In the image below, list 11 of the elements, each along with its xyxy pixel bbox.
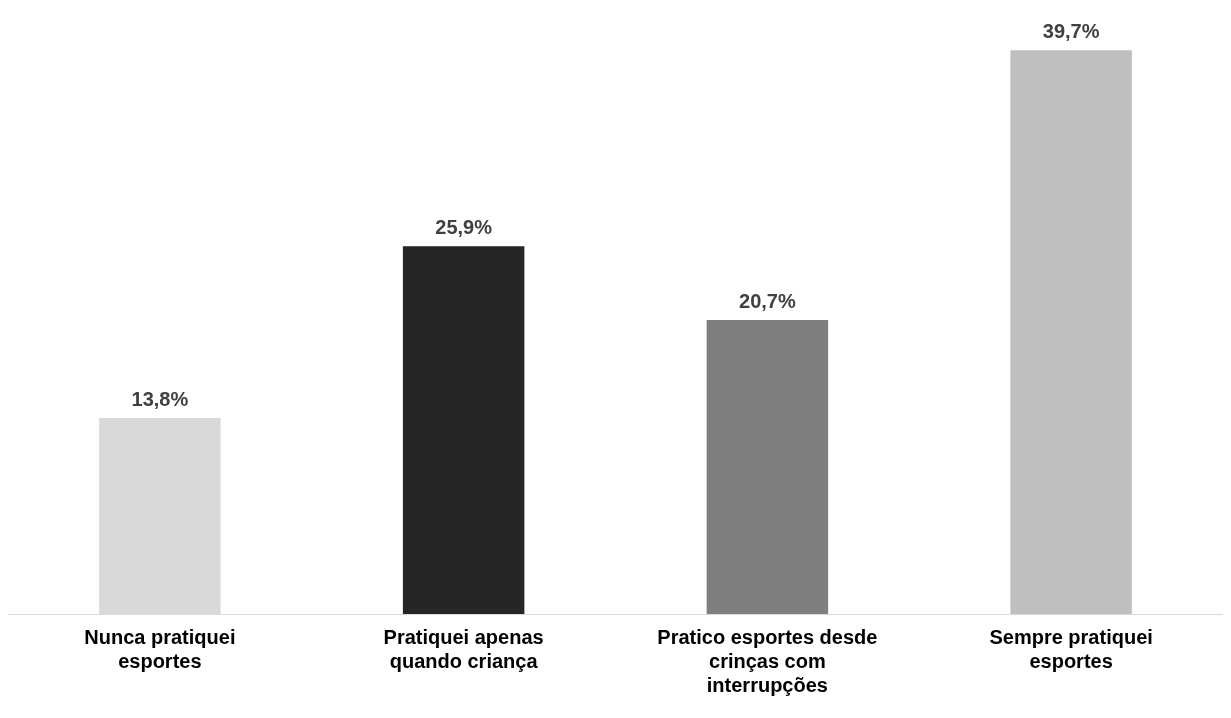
x-tick-label: Pratiquei apenas quando criança: [383, 625, 544, 672]
x-tick-label: Pratico esportes desde crinças com interrupções: [657, 625, 878, 696]
x-tick-label: Nunca pratiquei esportes: [84, 625, 236, 672]
x-tick-label: Sempre pratiquei esportes: [989, 625, 1153, 672]
data-label: 13,8%: [131, 387, 189, 410]
bar: [402, 246, 525, 614]
data-label: 20,7%: [739, 289, 796, 312]
data-label: 39,7%: [1042, 19, 1100, 42]
bar: [1010, 50, 1132, 614]
data-label: 25,9%: [435, 215, 493, 238]
bar: [706, 320, 829, 614]
